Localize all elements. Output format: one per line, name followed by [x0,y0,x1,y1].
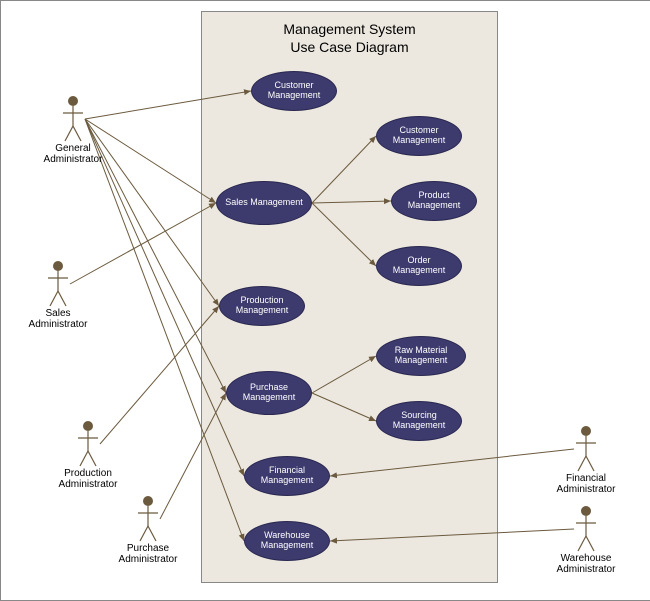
edge-general-uc_customer_main [85,91,251,119]
actor-production [78,421,98,466]
usecase-uc_warehouse: WarehouseManagement [244,521,330,561]
edge-general-uc_financial [85,119,244,476]
edge-uc_sales-uc_product [312,201,391,203]
edge-production-uc_production [100,306,219,444]
edge-purchase-uc_purchase [160,393,226,519]
actor-label-financial: FinancialAdministrator [546,473,626,495]
usecase-uc_sourcing: SourcingManagement [376,401,462,441]
edge-uc_sales-uc_customer2 [312,136,376,203]
actor-general [63,96,83,141]
actor-sales [48,261,68,306]
edge-financial-uc_financial [330,449,574,476]
diagram-canvas: Management SystemUse Case Diagram Custom… [0,0,650,601]
usecase-uc_production: ProductionManagement [219,286,305,326]
edge-uc_purchase-uc_rawmat [312,356,376,393]
actor-label-warehouse: WarehouseAdministrator [546,553,626,575]
actor-purchase [138,496,158,541]
actor-label-production: ProductionAdministrator [48,468,128,490]
usecase-uc_financial: FinancialManagement [244,456,330,496]
usecase-uc_customer_main: CustomerManagement [251,71,337,111]
usecase-uc_rawmat: Raw MaterialManagement [376,336,466,376]
usecase-uc_product: ProductManagement [391,181,477,221]
usecase-uc_sales: Sales Management [216,181,312,225]
usecase-uc_purchase: PurchaseManagement [226,371,312,415]
edge-warehouse-uc_warehouse [330,529,574,541]
usecase-uc_customer2: CustomerManagement [376,116,462,156]
actor-label-sales: SalesAdministrator [18,308,98,330]
edge-uc_purchase-uc_sourcing [312,393,376,421]
actor-label-general: GeneralAdministrator [33,143,113,165]
actor-warehouse [576,506,596,551]
actor-label-purchase: PurchaseAdministrator [108,543,188,565]
actor-financial [576,426,596,471]
edge-uc_sales-uc_order [312,203,376,266]
usecase-uc_order: OrderManagement [376,246,462,286]
